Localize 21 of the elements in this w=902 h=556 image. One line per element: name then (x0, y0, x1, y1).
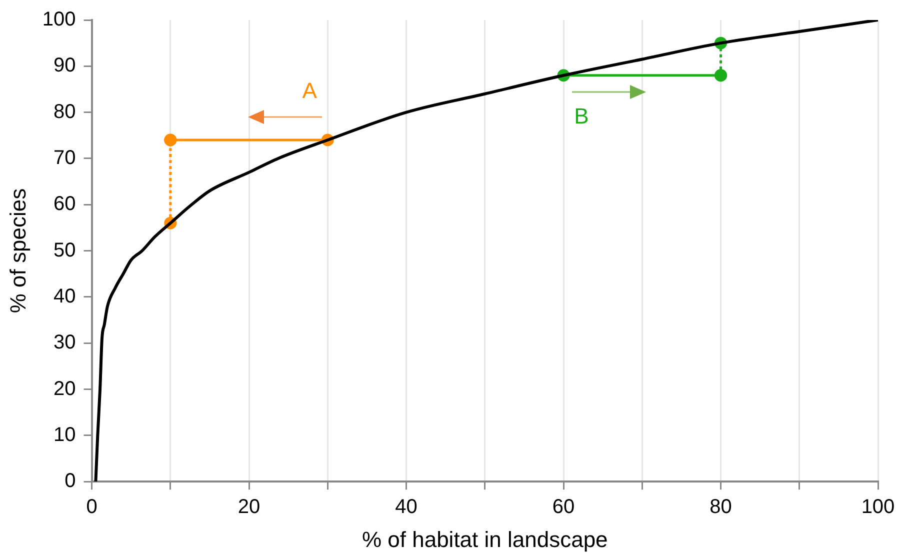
y-tick-label: 60 (54, 193, 76, 216)
y-tick-label: 10 (54, 424, 76, 446)
annotation: A (302, 78, 318, 104)
y-tick-label: 100 (42, 8, 76, 31)
annotation: B (574, 103, 589, 128)
y-tick-label: 0 (64, 470, 76, 492)
x-tick-label: 40 (395, 496, 418, 518)
y-tick-label: 90 (54, 54, 76, 77)
x-tick-label: 20 (238, 496, 260, 518)
x-tick-label: 0 (86, 496, 98, 518)
y-tick-label: 70 (54, 146, 76, 169)
y-tick-label: 30 (54, 332, 76, 354)
y-tick-label: 80 (54, 100, 76, 123)
x-tick-label: 100 (861, 496, 895, 518)
x-tick-label: 60 (552, 496, 575, 518)
y-tick-label: 40 (54, 285, 76, 308)
y-axis-title: % of species (5, 188, 30, 314)
y-tick-label: 50 (54, 239, 76, 262)
y-tick-label: 20 (54, 378, 76, 400)
x-axis-title: % of habitat in landscape (362, 526, 608, 552)
x-tick-label: 80 (710, 496, 732, 518)
